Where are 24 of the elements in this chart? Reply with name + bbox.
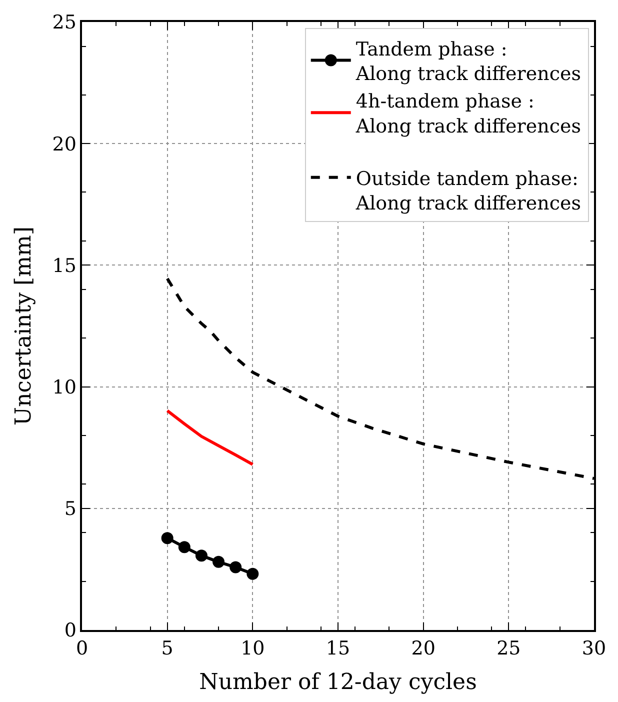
y-tick-label: 10 <box>52 376 76 398</box>
y-tick-label: 20 <box>52 133 76 156</box>
y-axis-title: Uncertainty [mm] <box>12 226 37 426</box>
legend-label: 4h-tandem phase : Along track differences <box>354 90 581 138</box>
point <box>178 541 190 554</box>
point <box>230 561 242 574</box>
y-tick-label: 5 <box>64 498 76 520</box>
x-tick-label: 10 <box>240 638 265 660</box>
x-tick-label: 5 <box>161 638 174 660</box>
point <box>212 556 225 568</box>
line-series <box>166 409 254 466</box>
legend-label: Outside tandem phase: Along track differences <box>354 168 581 215</box>
x-axis-title: Number of 12-day cycles <box>199 670 477 695</box>
x-tick-label: 15 <box>326 638 350 660</box>
legend-label: Tandem phase : Along track differences <box>354 38 581 86</box>
y-tick-label: 25 <box>52 12 76 34</box>
x-tick-label: 20 <box>411 638 436 660</box>
x-tick-label: 25 <box>496 638 521 660</box>
y-tick-label: 15 <box>52 254 76 277</box>
point <box>246 568 259 580</box>
point <box>161 532 174 544</box>
x-tick-label: 30 <box>582 638 606 660</box>
y-tick-label: 0 <box>64 620 76 642</box>
point <box>195 550 208 562</box>
